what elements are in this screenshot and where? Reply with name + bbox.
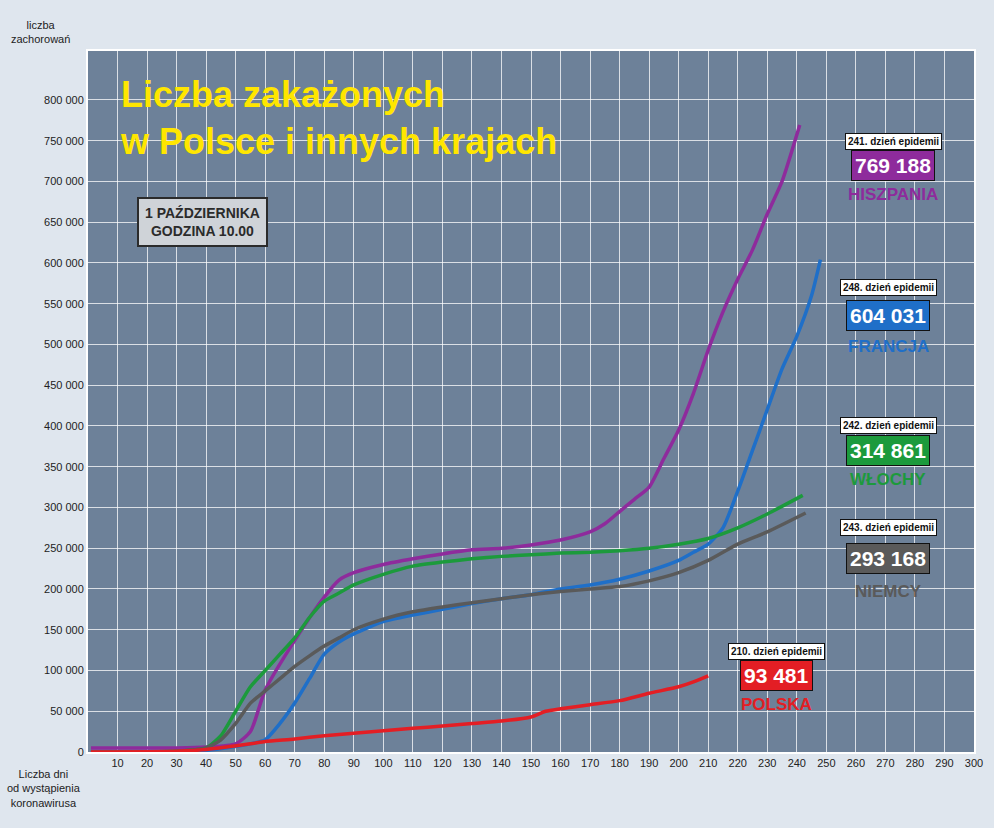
svg-text:160: 160 — [551, 757, 569, 769]
svg-text:100: 100 — [374, 757, 392, 769]
svg-text:240: 240 — [788, 757, 806, 769]
svg-text:210: 210 — [699, 757, 717, 769]
svg-text:600 000: 600 000 — [44, 257, 84, 269]
svg-text:50: 50 — [230, 757, 242, 769]
svg-text:110: 110 — [404, 757, 422, 769]
svg-text:70: 70 — [289, 757, 301, 769]
svg-text:130: 130 — [463, 757, 481, 769]
svg-text:150: 150 — [522, 757, 540, 769]
svg-text:200 000: 200 000 — [44, 583, 84, 595]
svg-text:POLSKA: POLSKA — [741, 695, 812, 714]
svg-text:120: 120 — [433, 757, 451, 769]
svg-text:FRANCJA: FRANCJA — [848, 337, 929, 356]
svg-text:300: 300 — [965, 757, 983, 769]
svg-text:270: 270 — [876, 757, 894, 769]
svg-text:650 000: 650 000 — [44, 216, 84, 228]
svg-text:250: 250 — [817, 757, 835, 769]
svg-text:350 000: 350 000 — [44, 461, 84, 473]
svg-text:liczbazachorowań: liczbazachorowań — [11, 19, 70, 45]
svg-text:190: 190 — [640, 757, 658, 769]
svg-text:300 000: 300 000 — [44, 501, 84, 513]
svg-text:40: 40 — [200, 757, 212, 769]
svg-text:242. dzień epidemii: 242. dzień epidemii — [843, 420, 934, 431]
svg-text:243. dzień epidemii: 243. dzień epidemii — [843, 522, 934, 533]
svg-text:90: 90 — [348, 757, 360, 769]
svg-text:604 031: 604 031 — [850, 304, 926, 327]
svg-text:Liczba zakażonychw Polsce i in: Liczba zakażonychw Polsce i innych kraja… — [120, 74, 557, 162]
svg-text:750 000: 750 000 — [44, 135, 84, 147]
svg-text:700 000: 700 000 — [44, 175, 84, 187]
svg-text:314 861: 314 861 — [850, 439, 926, 462]
svg-text:180: 180 — [610, 757, 628, 769]
svg-text:248. dzień epidemii: 248. dzień epidemii — [843, 282, 934, 293]
svg-text:0: 0 — [78, 746, 84, 758]
svg-text:290: 290 — [935, 757, 953, 769]
svg-text:260: 260 — [847, 757, 865, 769]
svg-text:10: 10 — [111, 757, 123, 769]
svg-text:293 168: 293 168 — [850, 547, 926, 570]
svg-text:170: 170 — [581, 757, 599, 769]
svg-text:NIEMCY: NIEMCY — [855, 582, 922, 601]
svg-text:1 PAŹDZIERNIKAGODZINA 10.00: 1 PAŹDZIERNIKAGODZINA 10.00 — [145, 205, 260, 239]
svg-text:HISZPANIA: HISZPANIA — [848, 185, 938, 204]
svg-text:60: 60 — [259, 757, 271, 769]
svg-text:500 000: 500 000 — [44, 338, 84, 350]
svg-text:230: 230 — [758, 757, 776, 769]
svg-text:800 000: 800 000 — [44, 94, 84, 106]
svg-text:210. dzień epidemii: 210. dzień epidemii — [731, 646, 822, 657]
svg-text:50 000: 50 000 — [50, 705, 84, 717]
svg-text:20: 20 — [141, 757, 153, 769]
svg-text:450 000: 450 000 — [44, 379, 84, 391]
svg-text:100 000: 100 000 — [44, 664, 84, 676]
svg-text:550 000: 550 000 — [44, 298, 84, 310]
svg-text:241. dzień epidemii: 241. dzień epidemii — [848, 136, 939, 147]
svg-text:769 188: 769 188 — [855, 154, 931, 177]
svg-text:140: 140 — [492, 757, 510, 769]
svg-text:Liczba dniod wystąpieniakorona: Liczba dniod wystąpieniakoronawirusa — [7, 768, 81, 809]
svg-text:WŁOCHY: WŁOCHY — [850, 470, 926, 489]
svg-text:93 481: 93 481 — [744, 664, 809, 687]
svg-text:220: 220 — [729, 757, 747, 769]
svg-text:400 000: 400 000 — [44, 420, 84, 432]
svg-text:80: 80 — [318, 757, 330, 769]
svg-text:150 000: 150 000 — [44, 624, 84, 636]
svg-text:200: 200 — [669, 757, 687, 769]
svg-text:280: 280 — [906, 757, 924, 769]
svg-text:30: 30 — [170, 757, 182, 769]
svg-text:250 000: 250 000 — [44, 542, 84, 554]
